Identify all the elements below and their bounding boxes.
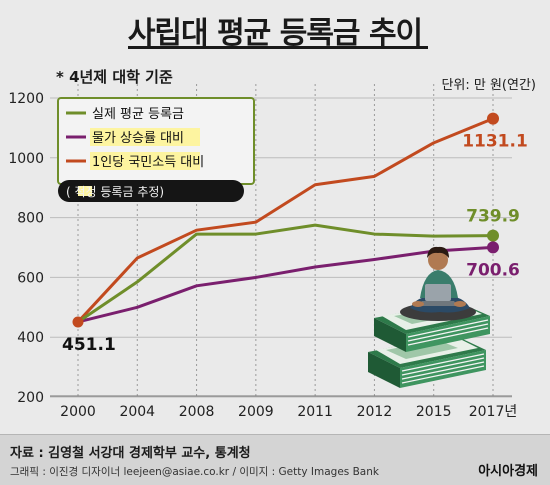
end-point (487, 112, 499, 125)
end-point (487, 241, 499, 254)
end-value-label: 1131.1 (462, 132, 528, 152)
legend-label: 1인당 국민소득 대비 (92, 155, 204, 170)
chart-title: 사립대 평균 등록금 추이 (127, 16, 423, 51)
start-point (72, 316, 84, 328)
source-text: 자료 : 김영철 서강대 경제학부 교수, 통계청 (10, 446, 251, 461)
end-value-label: 700.6 (466, 260, 520, 280)
x-tick-label: 2017년 (469, 404, 518, 420)
start-value-label: 451.1 (62, 335, 116, 355)
x-tick-label: 2015 (416, 404, 452, 420)
x-tick-label: 2009 (238, 404, 274, 420)
footer: 자료 : 김영철 서강대 경제학부 교수, 통계청 그래픽 : 이진경 디자이너… (0, 434, 550, 485)
y-tick-label: 400 (17, 330, 44, 346)
brand-logo-text: 아시아경제 (478, 464, 538, 479)
legend-highlight (90, 152, 200, 170)
y-tick-label: 1200 (8, 91, 44, 107)
end-value-label: 739.9 (466, 207, 520, 227)
person-with-laptop-icon (400, 246, 476, 321)
end-point (487, 229, 499, 242)
series-line (76, 117, 494, 323)
x-tick-label: 2012 (357, 404, 393, 420)
series-line (77, 245, 494, 324)
x-tick-label: 2011 (297, 404, 333, 420)
money-stack-lower-icon (368, 335, 486, 388)
unit-label: 단위: 만 원(연간) (441, 78, 536, 93)
y-tick-label: 800 (17, 211, 44, 227)
y-tick-label: 1000 (8, 151, 44, 167)
chart-subnote: * 4년제 대학 기준 (56, 68, 173, 86)
legend-extra-label: ( 적정 등록금 추정) (66, 185, 164, 199)
x-tick-label: 2008 (179, 404, 215, 420)
person-on-money-illustration (368, 246, 490, 388)
credit-text: 그래픽 : 이진경 디자이너 leejeen@asiae.co.kr / 이미지… (10, 466, 379, 478)
legend-highlight (90, 128, 200, 146)
line-chart: 200 400 600 800 1000 1200 2000 2004 2008 2009 2011… (8, 84, 528, 420)
series-line (77, 223, 494, 324)
legend-extra-pill (58, 180, 244, 202)
legend-extra-swatch (78, 186, 92, 196)
x-tick-label: 2004 (119, 404, 155, 420)
legend-label: 실제 평균 등록금 (92, 107, 184, 122)
title-underline (128, 46, 428, 49)
y-tick-label: 200 (17, 390, 44, 406)
x-tick-label: 2000 (60, 404, 96, 420)
y-tick-label: 600 (17, 270, 44, 286)
legend-label: 물가 상승률 대비 (92, 131, 184, 146)
